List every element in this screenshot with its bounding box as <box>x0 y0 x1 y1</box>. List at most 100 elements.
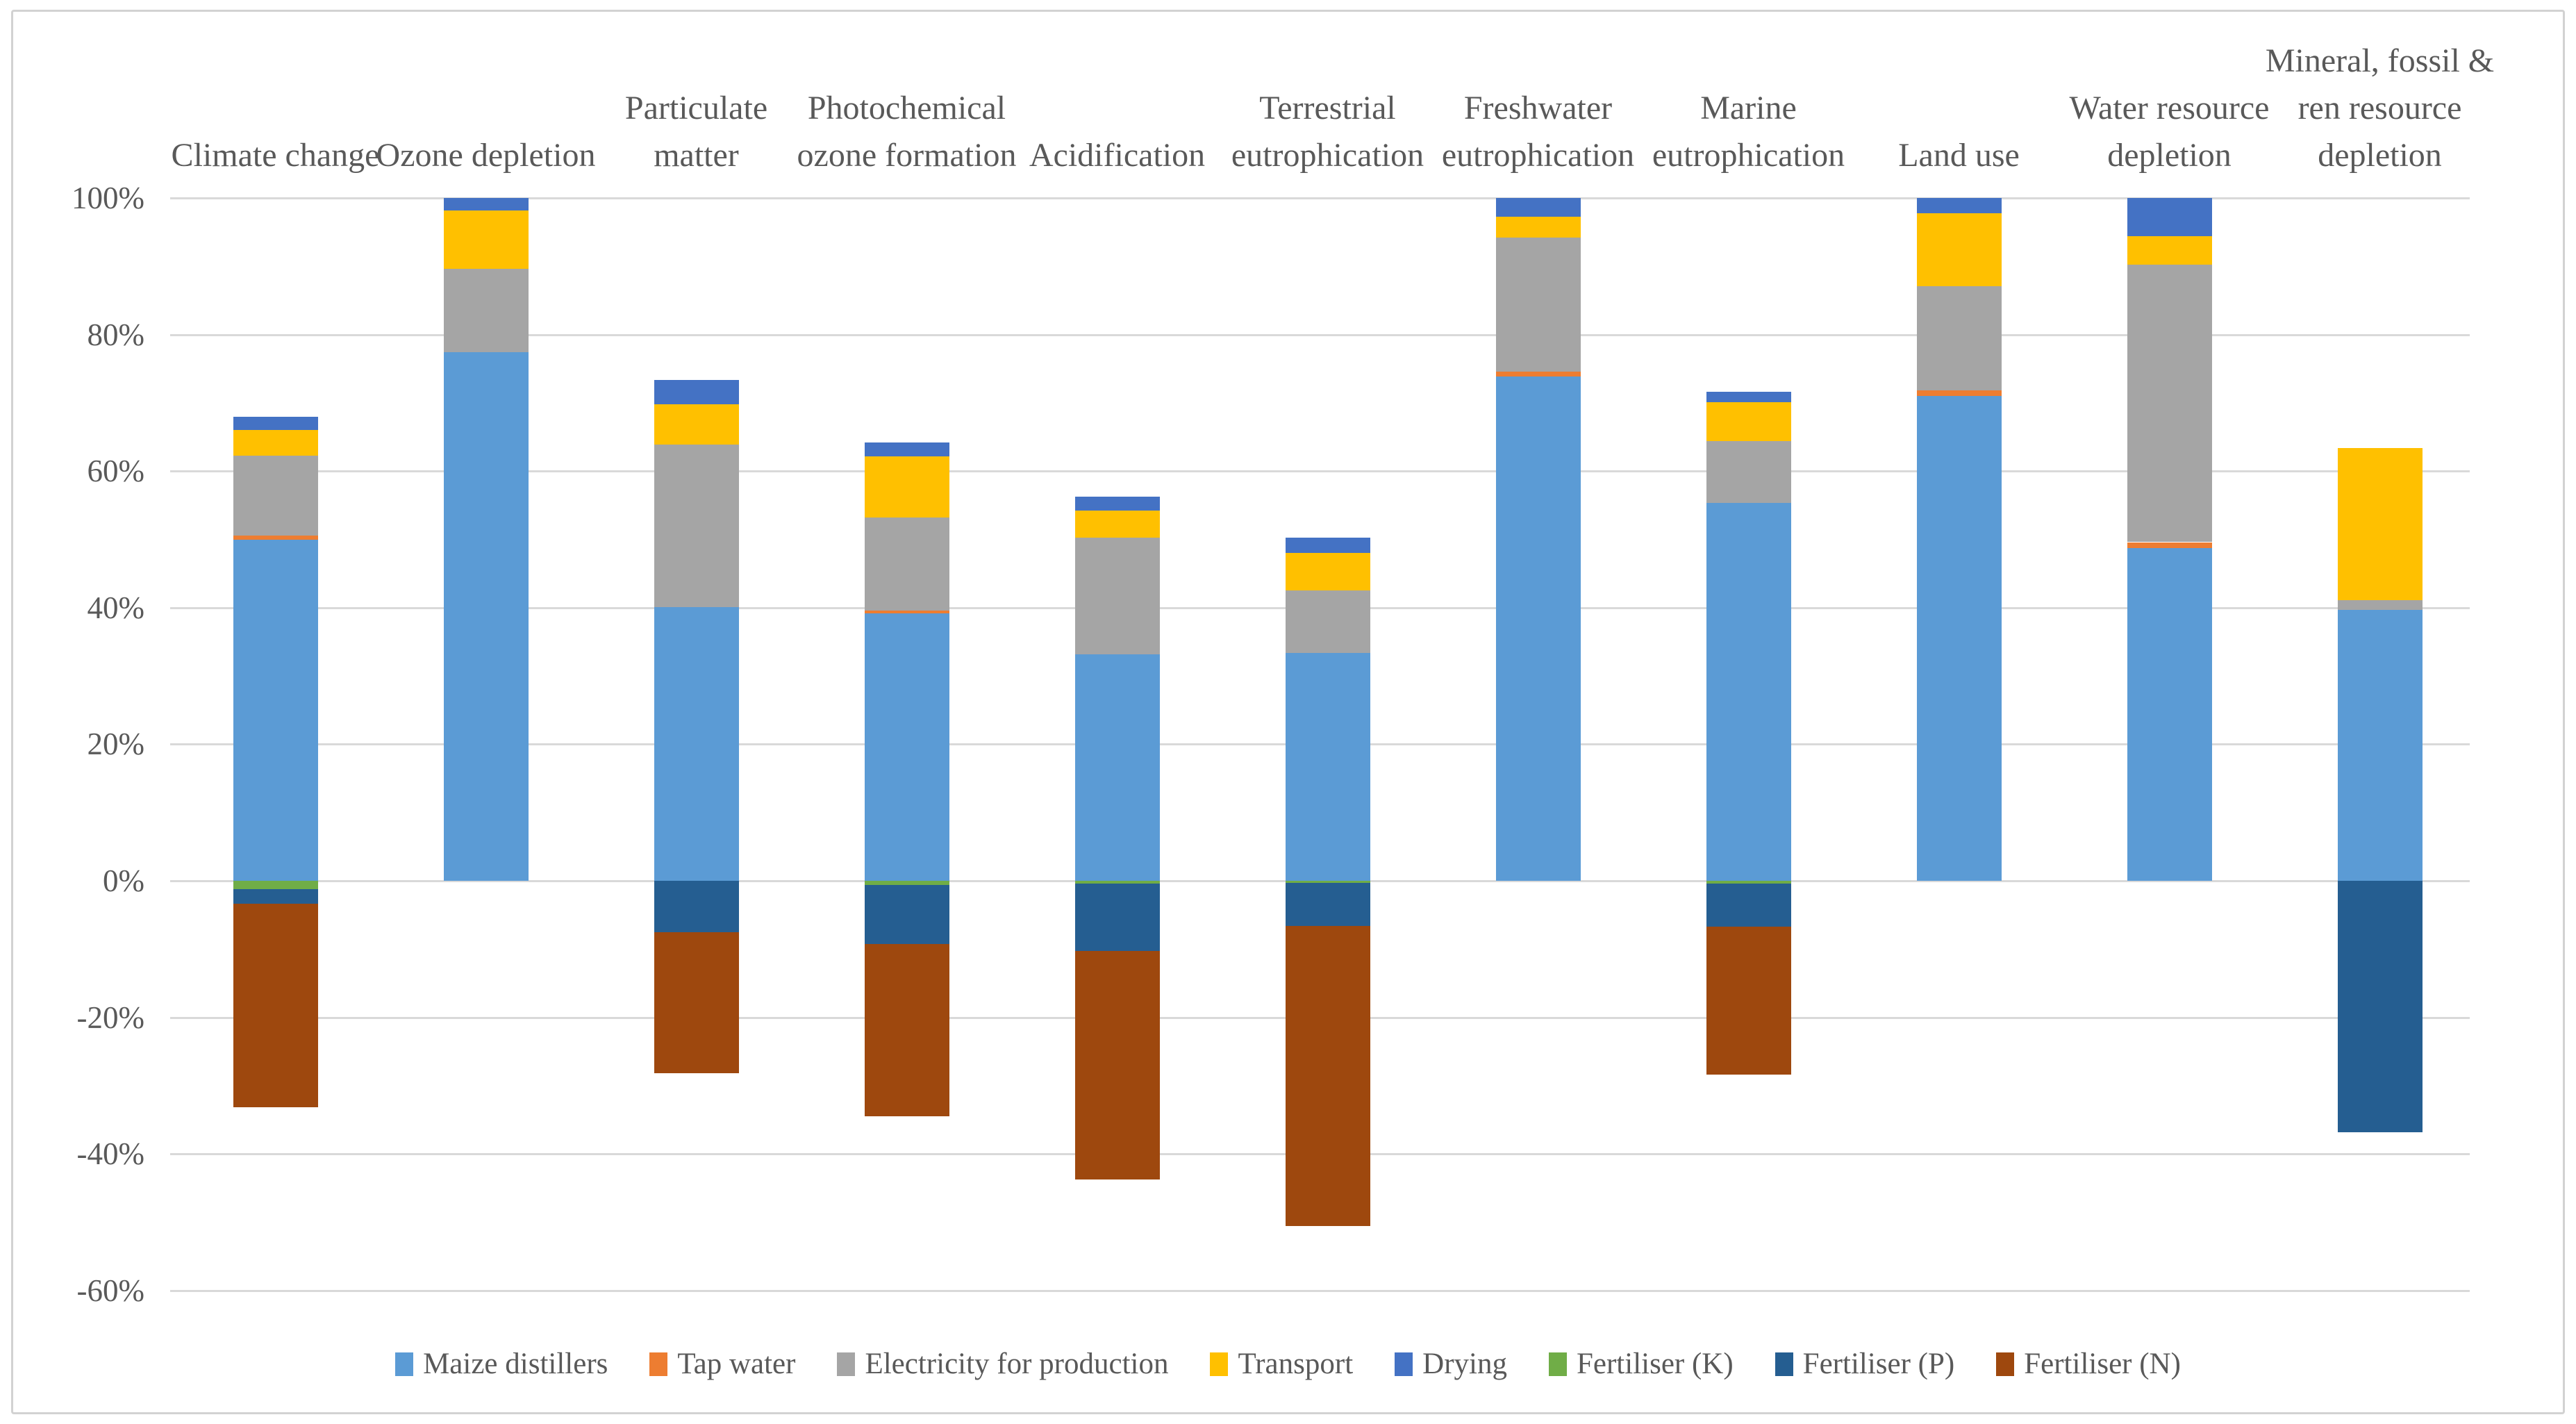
bar-segment-drying <box>1074 496 1160 511</box>
bar-segment-drying <box>1285 537 1370 554</box>
bar-segment-transport <box>1074 511 1160 538</box>
bar-segment-transport <box>864 456 949 518</box>
bar-segment-transport <box>233 430 318 456</box>
bar-segment-tap-water <box>2127 542 2212 549</box>
legend: Maize distillers Tap water Electricity for… <box>0 1349 2576 1379</box>
bar-segment-electricity-for-production <box>654 444 739 607</box>
bar-segment-transport <box>1916 213 2002 286</box>
bar-segment-fertiliser-n <box>654 932 739 1074</box>
bar-segment-tap-water <box>1916 390 2002 397</box>
bar-segment-maize-distillers <box>233 539 318 881</box>
bar-segment-electricity-for-production <box>443 269 529 353</box>
bar-segment-fertiliser-p <box>864 884 949 945</box>
bar-segment-fertiliser-p <box>1285 882 1370 926</box>
legend-item-drying: Drying <box>1395 1349 1507 1379</box>
bar-segment-transport <box>654 404 739 445</box>
y-tick-label: 20% <box>87 727 145 762</box>
legend-label: Drying <box>1422 1348 1507 1380</box>
legend-swatch-icon <box>837 1352 856 1376</box>
gridline <box>170 333 2470 336</box>
bar-segment-maize-distillers <box>1706 503 1791 881</box>
bar-segment-electricity-for-production <box>1706 441 1791 504</box>
y-tick-label: -60% <box>76 1273 144 1308</box>
bar-segment-fertiliser-n <box>1285 925 1370 1227</box>
bar-segment-tap-water <box>864 610 949 613</box>
bar-segment-maize-distillers <box>443 352 529 881</box>
legend-label: Tap water <box>677 1348 796 1380</box>
category-label: Acidification <box>1029 136 1206 174</box>
bar-segment-maize-distillers <box>864 613 949 881</box>
bar-segment-drying <box>1495 198 1581 217</box>
y-tick-label: 100% <box>72 181 144 216</box>
bar-segment-transport <box>1706 402 1791 442</box>
legend-swatch-icon <box>649 1352 668 1376</box>
bar-segment-maize-distillers <box>2337 609 2423 881</box>
category-label: Water resource depletion <box>2069 89 2270 174</box>
legend-item-fertiliser-k: Fertiliser (K) <box>1548 1348 1734 1380</box>
bar-segment-maize-distillers <box>1916 396 2002 881</box>
y-tick-label: 0% <box>103 863 144 898</box>
y-tick-label: 60% <box>87 454 145 489</box>
bar-segment-electricity-for-production <box>1495 238 1581 372</box>
bar-segment-fertiliser-k <box>1706 881 1791 884</box>
bar-segment-fertiliser-k <box>1285 881 1370 883</box>
legend-swatch-icon <box>1775 1352 1793 1376</box>
legend-label: Fertiliser (N) <box>2024 1348 2181 1380</box>
bar-segment-drying <box>1706 392 1791 402</box>
legend-label: Fertiliser (K) <box>1576 1348 1734 1380</box>
category-label: Photochemical ozone formation <box>797 89 1017 174</box>
category-label: Terrestrial eutrophication <box>1231 89 1424 174</box>
bar-segment-transport <box>2337 447 2423 601</box>
bar-segment-electricity-for-production <box>1074 537 1160 654</box>
bar-segment-maize-distillers <box>1285 652 1370 881</box>
category-label: Marine eutrophication <box>1652 89 1845 174</box>
y-tick-label: -20% <box>76 1000 144 1035</box>
bar-segment-electricity-for-production <box>2127 265 2212 543</box>
y-tick-label: 80% <box>87 317 145 352</box>
bar-segment-fertiliser-p <box>2337 881 2423 1132</box>
bar-segment-drying <box>654 379 739 404</box>
bar-segment-electricity-for-production <box>233 455 318 536</box>
bar-segment-maize-distillers <box>654 606 739 881</box>
category-label: Freshwater eutrophication <box>1441 89 1635 174</box>
category-label: Climate change <box>171 136 380 174</box>
y-tick-label: 40% <box>87 590 145 625</box>
category-label: Particulate matter <box>624 89 768 174</box>
bar-segment-fertiliser-k <box>233 881 318 889</box>
bar-segment-drying <box>864 442 949 456</box>
bar-segment-drying <box>233 416 318 431</box>
gridline <box>170 470 2470 473</box>
bar-segment-fertiliser-p <box>233 888 318 904</box>
bar-segment-fertiliser-n <box>233 904 318 1108</box>
bar-segment-electricity-for-production <box>1285 590 1370 653</box>
bar-segment-drying <box>2127 198 2212 237</box>
bar-segment-fertiliser-n <box>1706 926 1791 1075</box>
bar-segment-transport <box>2127 236 2212 265</box>
y-tick-label: -40% <box>76 1136 144 1172</box>
legend-item-fertiliser-n: Fertiliser (N) <box>1996 1349 2181 1379</box>
bar-segment-maize-distillers <box>1495 376 1581 881</box>
bar-segment-tap-water <box>1495 371 1581 376</box>
legend-item-fertiliser-p: Fertiliser (P) <box>1775 1349 1954 1379</box>
legend-item-tap-water: Tap water <box>649 1349 795 1379</box>
legend-swatch-icon <box>1996 1352 2015 1376</box>
bar-segment-fertiliser-k <box>864 881 949 885</box>
bar-segment-tap-water <box>233 535 318 540</box>
bar-segment-maize-distillers <box>1074 654 1160 881</box>
bar-segment-transport <box>1285 553 1370 591</box>
legend-item-maize-distillers: Maize distillers <box>395 1349 608 1379</box>
bar-segment-fertiliser-p <box>654 881 739 932</box>
category-label: Ozone depletion <box>376 136 596 174</box>
bar-segment-fertiliser-n <box>864 944 949 1117</box>
legend-label: Maize distillers <box>423 1348 608 1380</box>
category-label: Mineral, fossil & ren resource depletion <box>2265 42 2495 174</box>
bar-segment-fertiliser-p <box>1706 883 1791 927</box>
bar-segment-electricity-for-production <box>2337 600 2423 610</box>
bar-segment-fertiliser-k <box>1074 881 1160 884</box>
bar-segment-fertiliser-n <box>1074 951 1160 1179</box>
legend-item-electricity-for-production: Electricity for production <box>837 1349 1168 1379</box>
legend-label: Electricity for production <box>865 1348 1169 1380</box>
bar-segment-maize-distillers <box>2127 548 2212 881</box>
legend-swatch-icon <box>395 1352 414 1376</box>
bar-segment-drying <box>443 198 529 210</box>
